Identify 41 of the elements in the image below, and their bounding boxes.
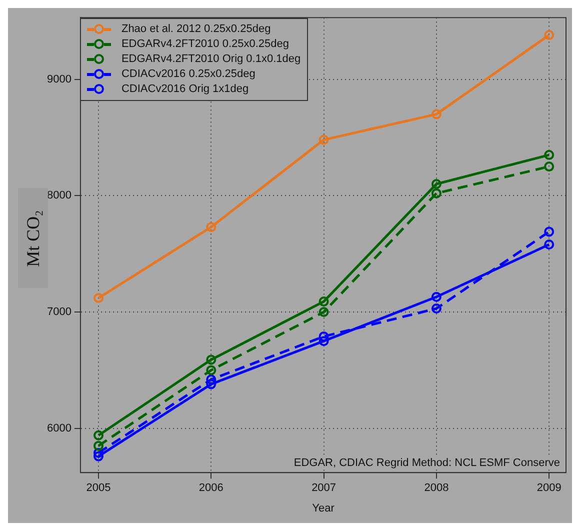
- x-tick-label: 2005: [86, 482, 111, 494]
- y-tick-label: 7000: [46, 306, 72, 318]
- x-axis-title: Year: [312, 502, 335, 514]
- point: [544, 150, 554, 160]
- point: [318, 307, 329, 318]
- x-tick-label: 2009: [536, 482, 562, 494]
- point: [206, 365, 216, 376]
- point: [318, 134, 329, 145]
- point: [431, 304, 442, 314]
- legend-label: EDGARv4.2FT2010 Orig 0.1x0.1deg: [121, 53, 301, 66]
- point: [93, 430, 104, 440]
- point: [93, 293, 104, 304]
- point: [431, 109, 442, 120]
- point: [206, 379, 216, 390]
- y-tick-label: 8000: [46, 190, 72, 202]
- point: [93, 451, 104, 462]
- legend-label: CDIACv2016 Orig 1x1deg: [121, 83, 249, 96]
- point: [544, 226, 554, 237]
- annotation: EDGAR, CDIAC Regrid Method: NCL ESMF Conserve: [294, 457, 560, 470]
- point: [318, 296, 329, 307]
- point: [431, 179, 442, 190]
- legend-label: CDIACv2016 0.25x0.25deg: [121, 68, 256, 80]
- point: [206, 354, 216, 365]
- point: [206, 222, 216, 232]
- point: [544, 162, 554, 172]
- legend-label: Zhao et al. 2012 0.25x0.25deg: [121, 23, 271, 36]
- point: [318, 336, 329, 346]
- point: [431, 292, 442, 302]
- point: [431, 188, 442, 198]
- point: [93, 440, 104, 451]
- y-tick-label: 6000: [46, 422, 72, 434]
- y-axis-title: Mt CO₂: [22, 210, 44, 266]
- point: [544, 30, 554, 40]
- point: [206, 374, 216, 385]
- legend-label: EDGARv4.2FT2010 0.25x0.25deg: [121, 38, 290, 50]
- point: [318, 331, 329, 342]
- x-tick-label: 2007: [312, 482, 336, 494]
- x-tick-label: 2006: [198, 482, 224, 494]
- point: [544, 240, 554, 250]
- x-tick-label: 2008: [424, 482, 449, 494]
- y-tick-label: 9000: [46, 73, 72, 86]
